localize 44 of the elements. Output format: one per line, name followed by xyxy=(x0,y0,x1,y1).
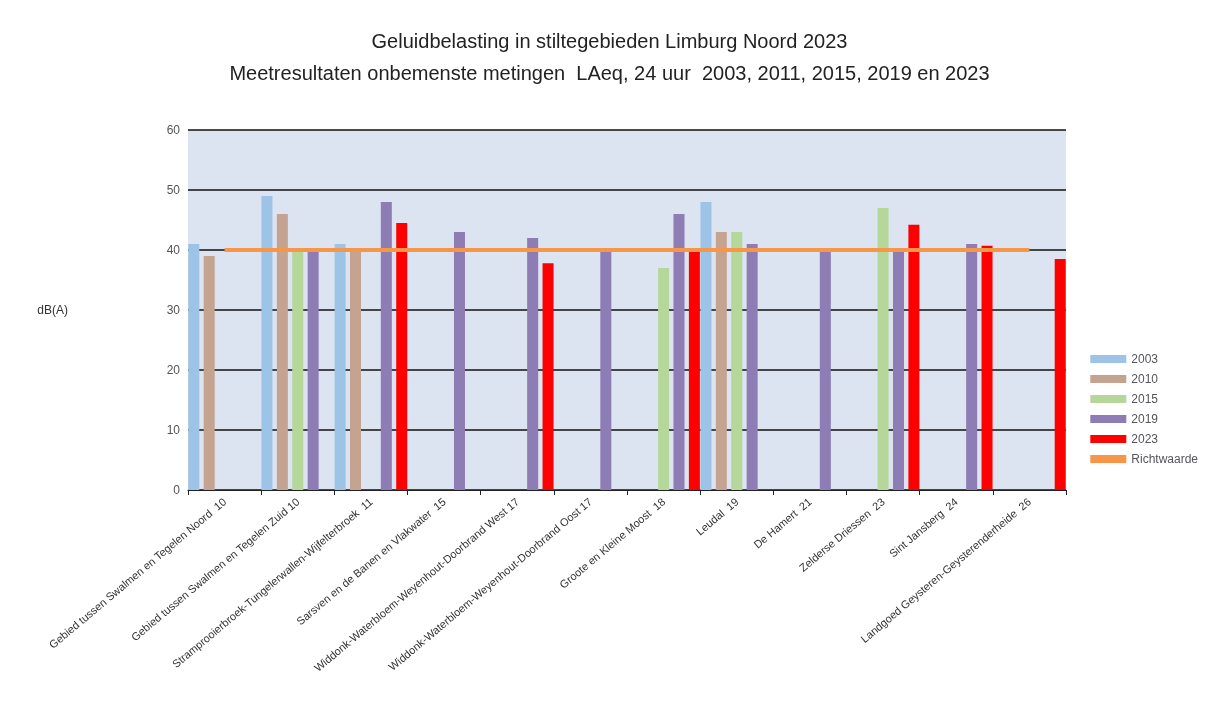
chart-subtitle: Meetresultaten onbemenste metingen LAeq, 24 uur 2003, 2011, 2015, 2019 en 2023 xyxy=(229,62,990,84)
legend-label: 2003 xyxy=(1131,352,1159,366)
bar xyxy=(396,223,408,490)
bar xyxy=(261,196,273,490)
bar xyxy=(892,250,904,490)
bar xyxy=(966,244,978,490)
bar xyxy=(188,244,200,490)
y-tick-label: 0 xyxy=(173,483,181,497)
bar xyxy=(350,250,362,490)
bar xyxy=(292,250,304,490)
legend-label: 2015 xyxy=(1131,392,1159,406)
y-tick-label: 40 xyxy=(166,243,181,257)
bar xyxy=(658,268,670,490)
legend-label: 2010 xyxy=(1131,372,1159,386)
bar xyxy=(600,250,612,490)
bar xyxy=(673,214,685,490)
bar xyxy=(276,214,288,490)
bar xyxy=(1054,259,1066,490)
bar xyxy=(542,263,554,490)
legend-label: 2019 xyxy=(1131,412,1159,426)
bar xyxy=(715,232,727,490)
legend-label: Richtwaarde xyxy=(1131,452,1199,466)
bar xyxy=(981,245,993,490)
y-tick-label: 20 xyxy=(166,363,181,377)
bar xyxy=(731,232,743,490)
y-axis-title: dB(A) xyxy=(37,303,68,317)
legend-label: 2023 xyxy=(1131,432,1159,446)
bar xyxy=(203,256,215,490)
bar xyxy=(700,202,712,490)
chart-title: Geluidbelasting in stiltegebieden Limburg Noord 2023 xyxy=(371,30,848,52)
bar xyxy=(877,208,889,490)
bar xyxy=(527,238,539,490)
bar xyxy=(908,224,920,490)
y-tick-label: 60 xyxy=(166,123,181,137)
bar xyxy=(688,250,700,490)
bar xyxy=(746,244,758,490)
bar xyxy=(307,250,319,490)
y-tick-label: 10 xyxy=(166,423,181,437)
y-tick-label: 50 xyxy=(166,183,181,197)
bar xyxy=(453,232,465,490)
bar xyxy=(819,250,831,490)
bar xyxy=(334,244,346,490)
y-tick-label: 30 xyxy=(166,303,181,317)
bar xyxy=(380,202,392,490)
